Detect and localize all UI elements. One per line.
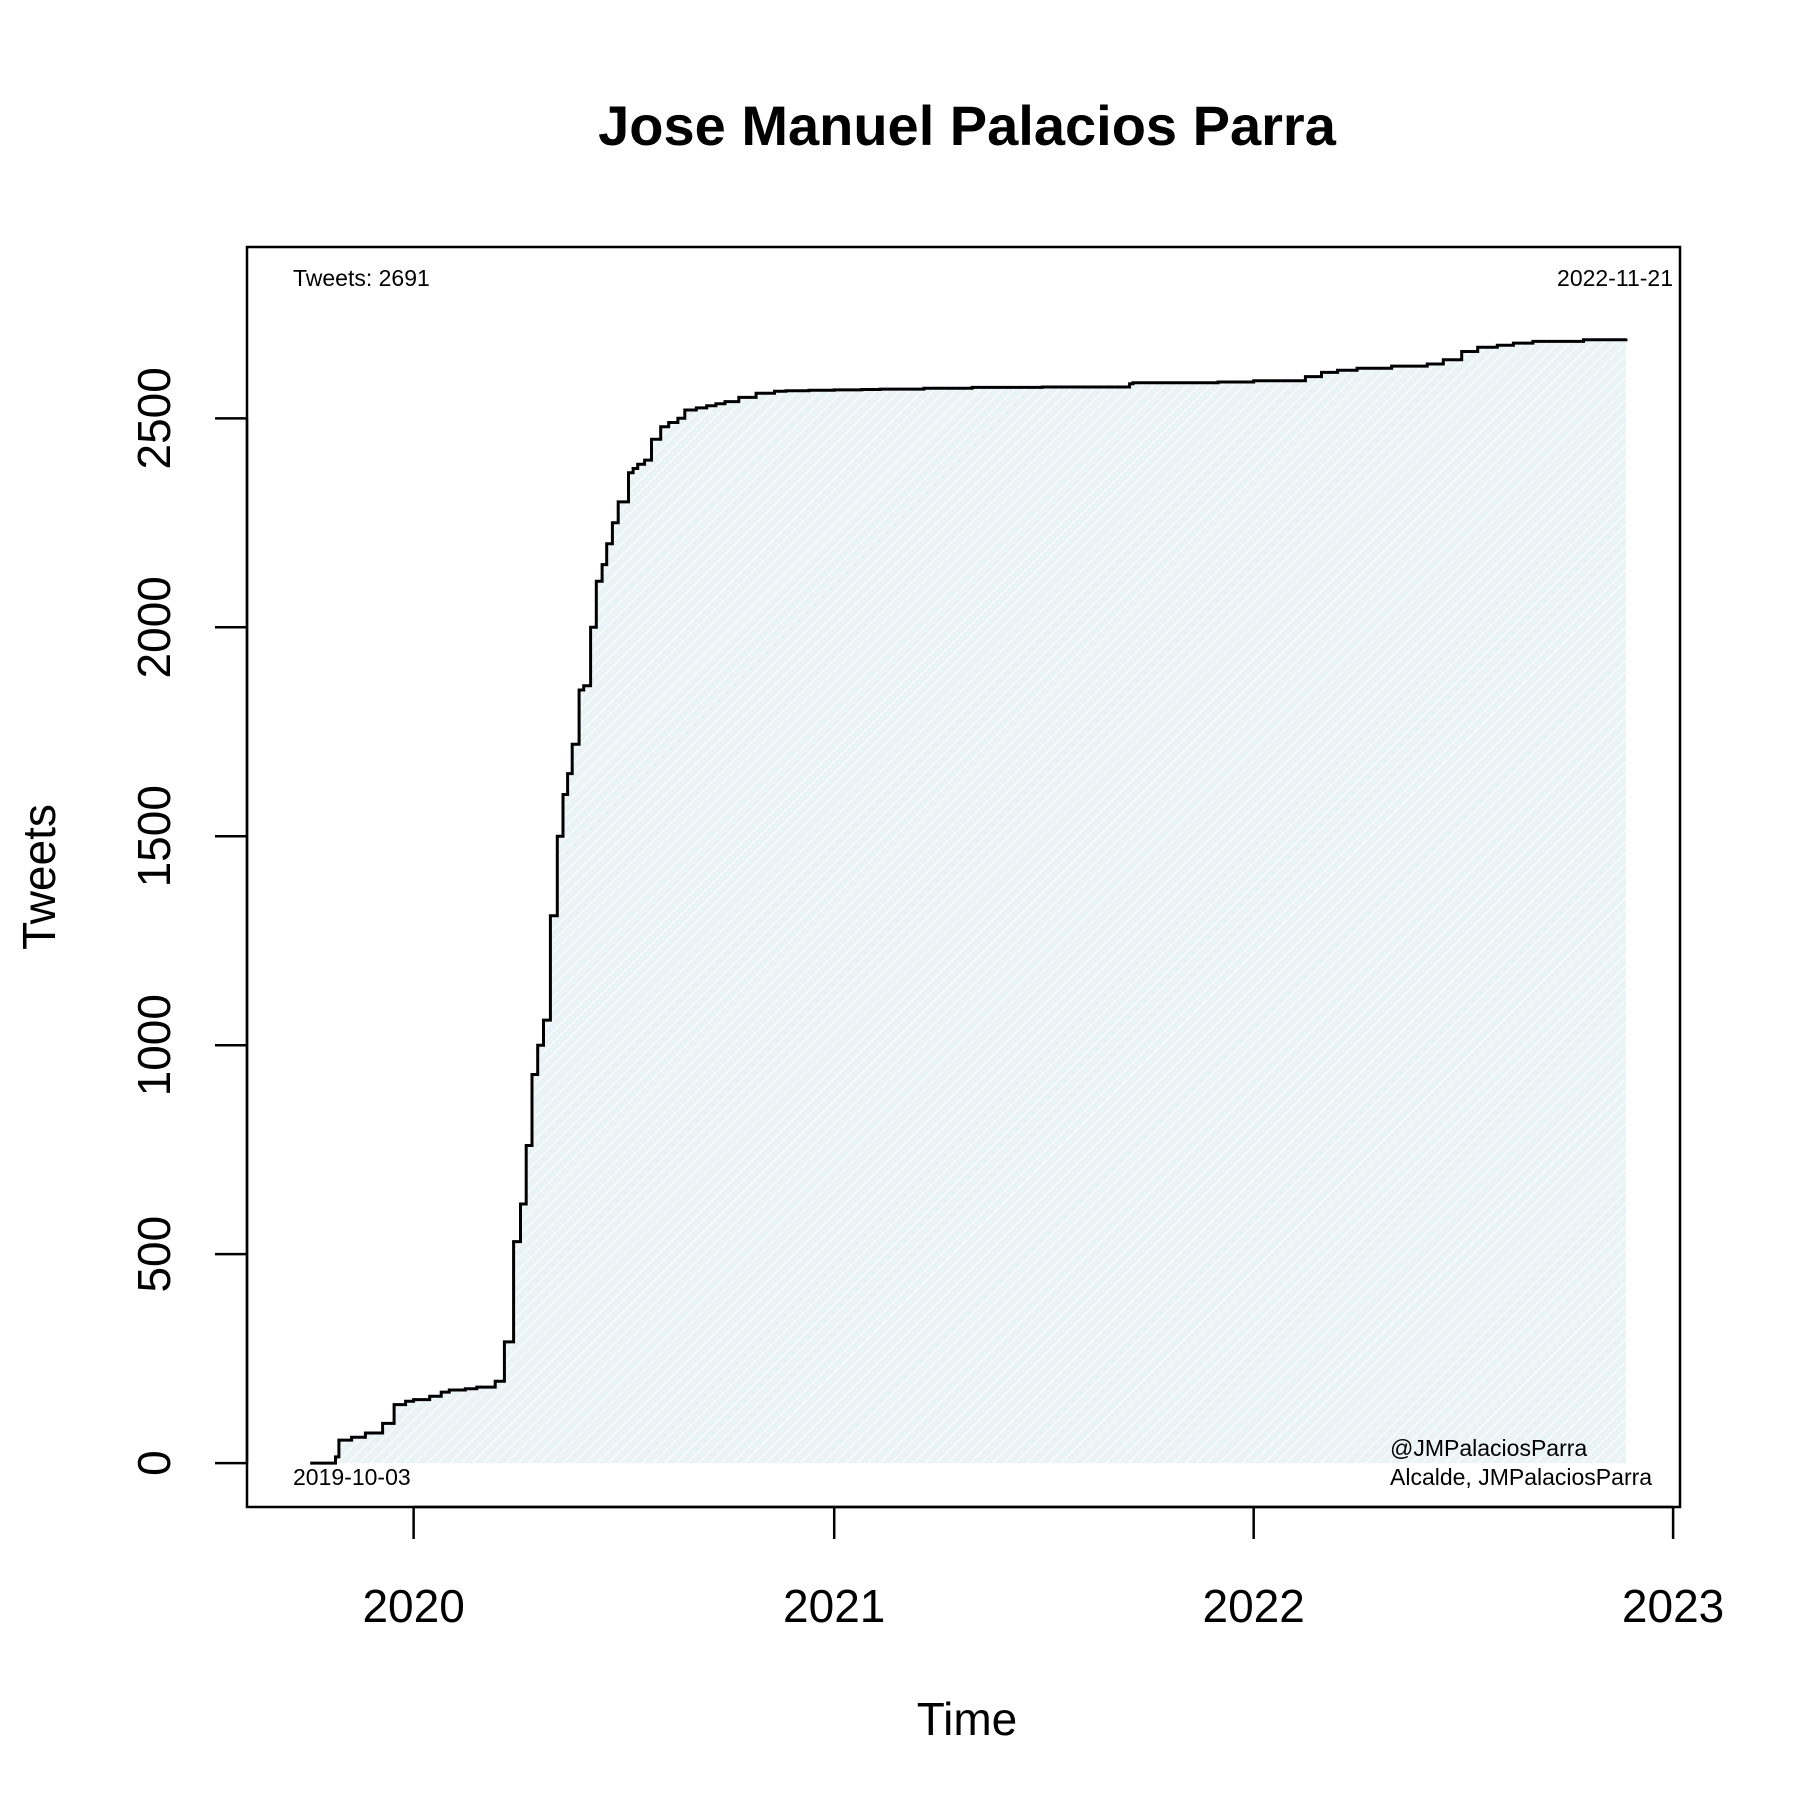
tweet-count-annotation: Tweets: 2691 — [293, 265, 430, 291]
x-tick-label: 2020 — [362, 1580, 464, 1632]
x-tick-label: 2021 — [783, 1580, 885, 1632]
y-tick-label: 2500 — [128, 367, 180, 469]
y-tick-label: 1500 — [128, 785, 180, 887]
end-date-annotation: 2022-11-21 — [1557, 265, 1673, 291]
cumulative-tweets-line — [310, 338, 1628, 1465]
account-name-annotation: Alcalde, JMPalaciosParra — [1390, 1464, 1652, 1490]
cumulative-area-fill — [310, 338, 1627, 1464]
x-tick-label: 2022 — [1202, 1580, 1304, 1632]
chart-title: Jose Manuel Palacios Parra — [598, 94, 1337, 157]
y-axis: 0 500 1000 1500 2000 2500 — [128, 367, 249, 1476]
start-date-annotation: 2019-10-03 — [293, 1464, 411, 1490]
handle-annotation: @JMPalaciosParra — [1390, 1435, 1587, 1461]
y-tick-label: 2000 — [128, 576, 180, 678]
y-tick-label: 1000 — [128, 994, 180, 1096]
x-axis-label: Time — [917, 1693, 1018, 1745]
y-tick-label: 0 — [128, 1450, 180, 1476]
y-tick-label: 500 — [128, 1216, 180, 1293]
y-axis-label: Tweets — [13, 804, 65, 950]
x-axis: 2020 2021 2022 2023 — [362, 1505, 1724, 1632]
x-tick-label: 2023 — [1622, 1580, 1724, 1632]
